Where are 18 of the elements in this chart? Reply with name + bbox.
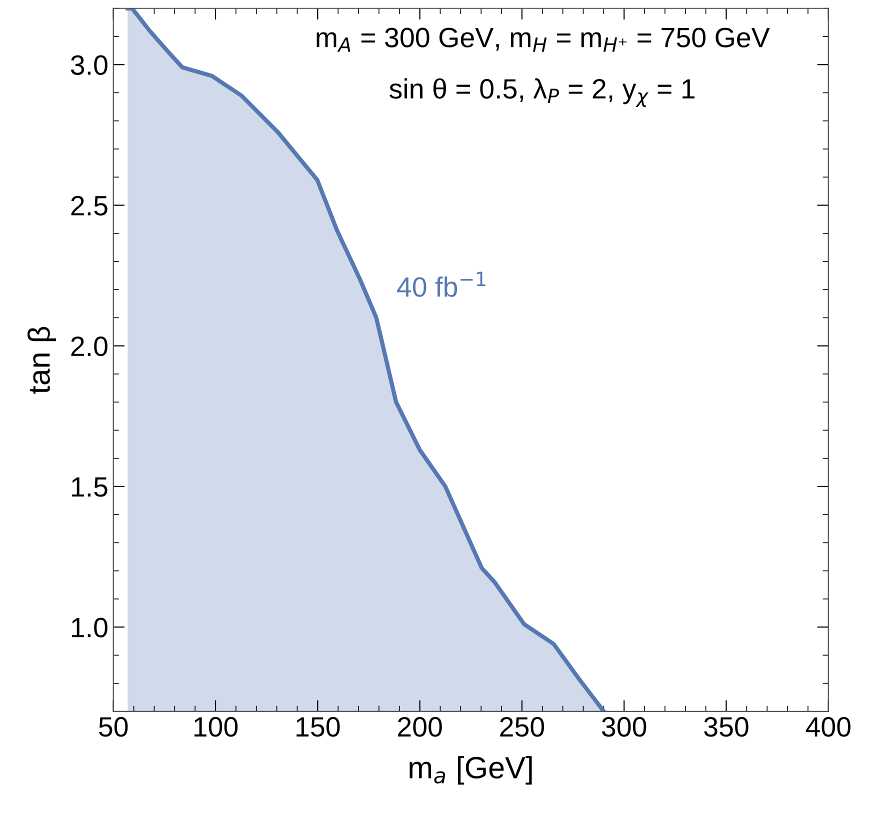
- y-tick-label: 2.5: [71, 196, 108, 216]
- x-tick-label: 200: [398, 717, 442, 737]
- x-tick-label: 150: [296, 717, 340, 737]
- y-tick-label: 3.0: [70, 55, 108, 75]
- x-tick-label: 50: [99, 717, 128, 737]
- x-tick-label: 350: [704, 717, 748, 737]
- annotation: sin θ = 0.5, λ$_{P}$ = 2, y$_{χ}$ = 1: [390, 78, 695, 108]
- x-tick-label: 300: [602, 717, 646, 737]
- y-tick-label: 1.0: [72, 618, 108, 638]
- y-axis-title: tan β: [28, 326, 56, 394]
- y-tick-label: 1.5: [72, 477, 108, 497]
- y-tick-label: 2.0: [71, 336, 108, 356]
- annotation: 40 fb$^{−1}$: [397, 272, 486, 297]
- x-tick-label: 100: [194, 717, 238, 737]
- x-tick-label: 250: [500, 717, 544, 737]
- x-tick-label: 400: [806, 717, 850, 737]
- annotation: m$_{A}$ = 300 GeV, m$_{H}$ = m$_{H⁺}$ = 750 GeV: [316, 28, 770, 52]
- x-axis-title: m$_{a}$ [GeV]: [410, 756, 532, 785]
